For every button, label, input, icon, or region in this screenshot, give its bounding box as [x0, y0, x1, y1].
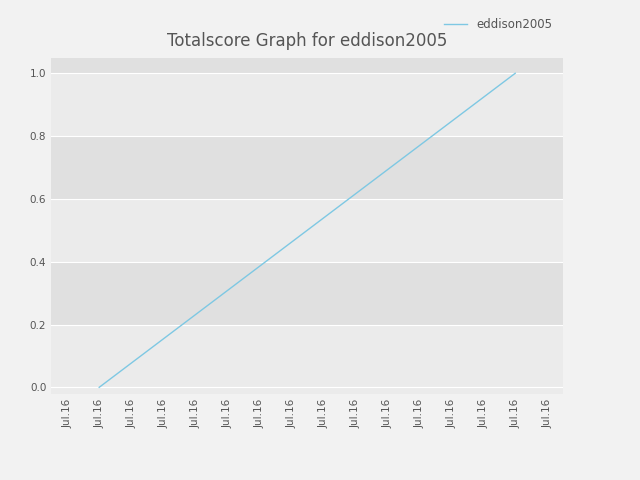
Bar — [51, 42, 563, 73]
Bar — [51, 324, 563, 403]
Bar — [51, 199, 563, 262]
Bar — [51, 136, 563, 199]
Title: Totalscore Graph for eddison2005: Totalscore Graph for eddison2005 — [167, 33, 447, 50]
Legend: eddison2005: eddison2005 — [439, 13, 557, 36]
Bar — [51, 262, 563, 324]
Bar — [51, 73, 563, 136]
